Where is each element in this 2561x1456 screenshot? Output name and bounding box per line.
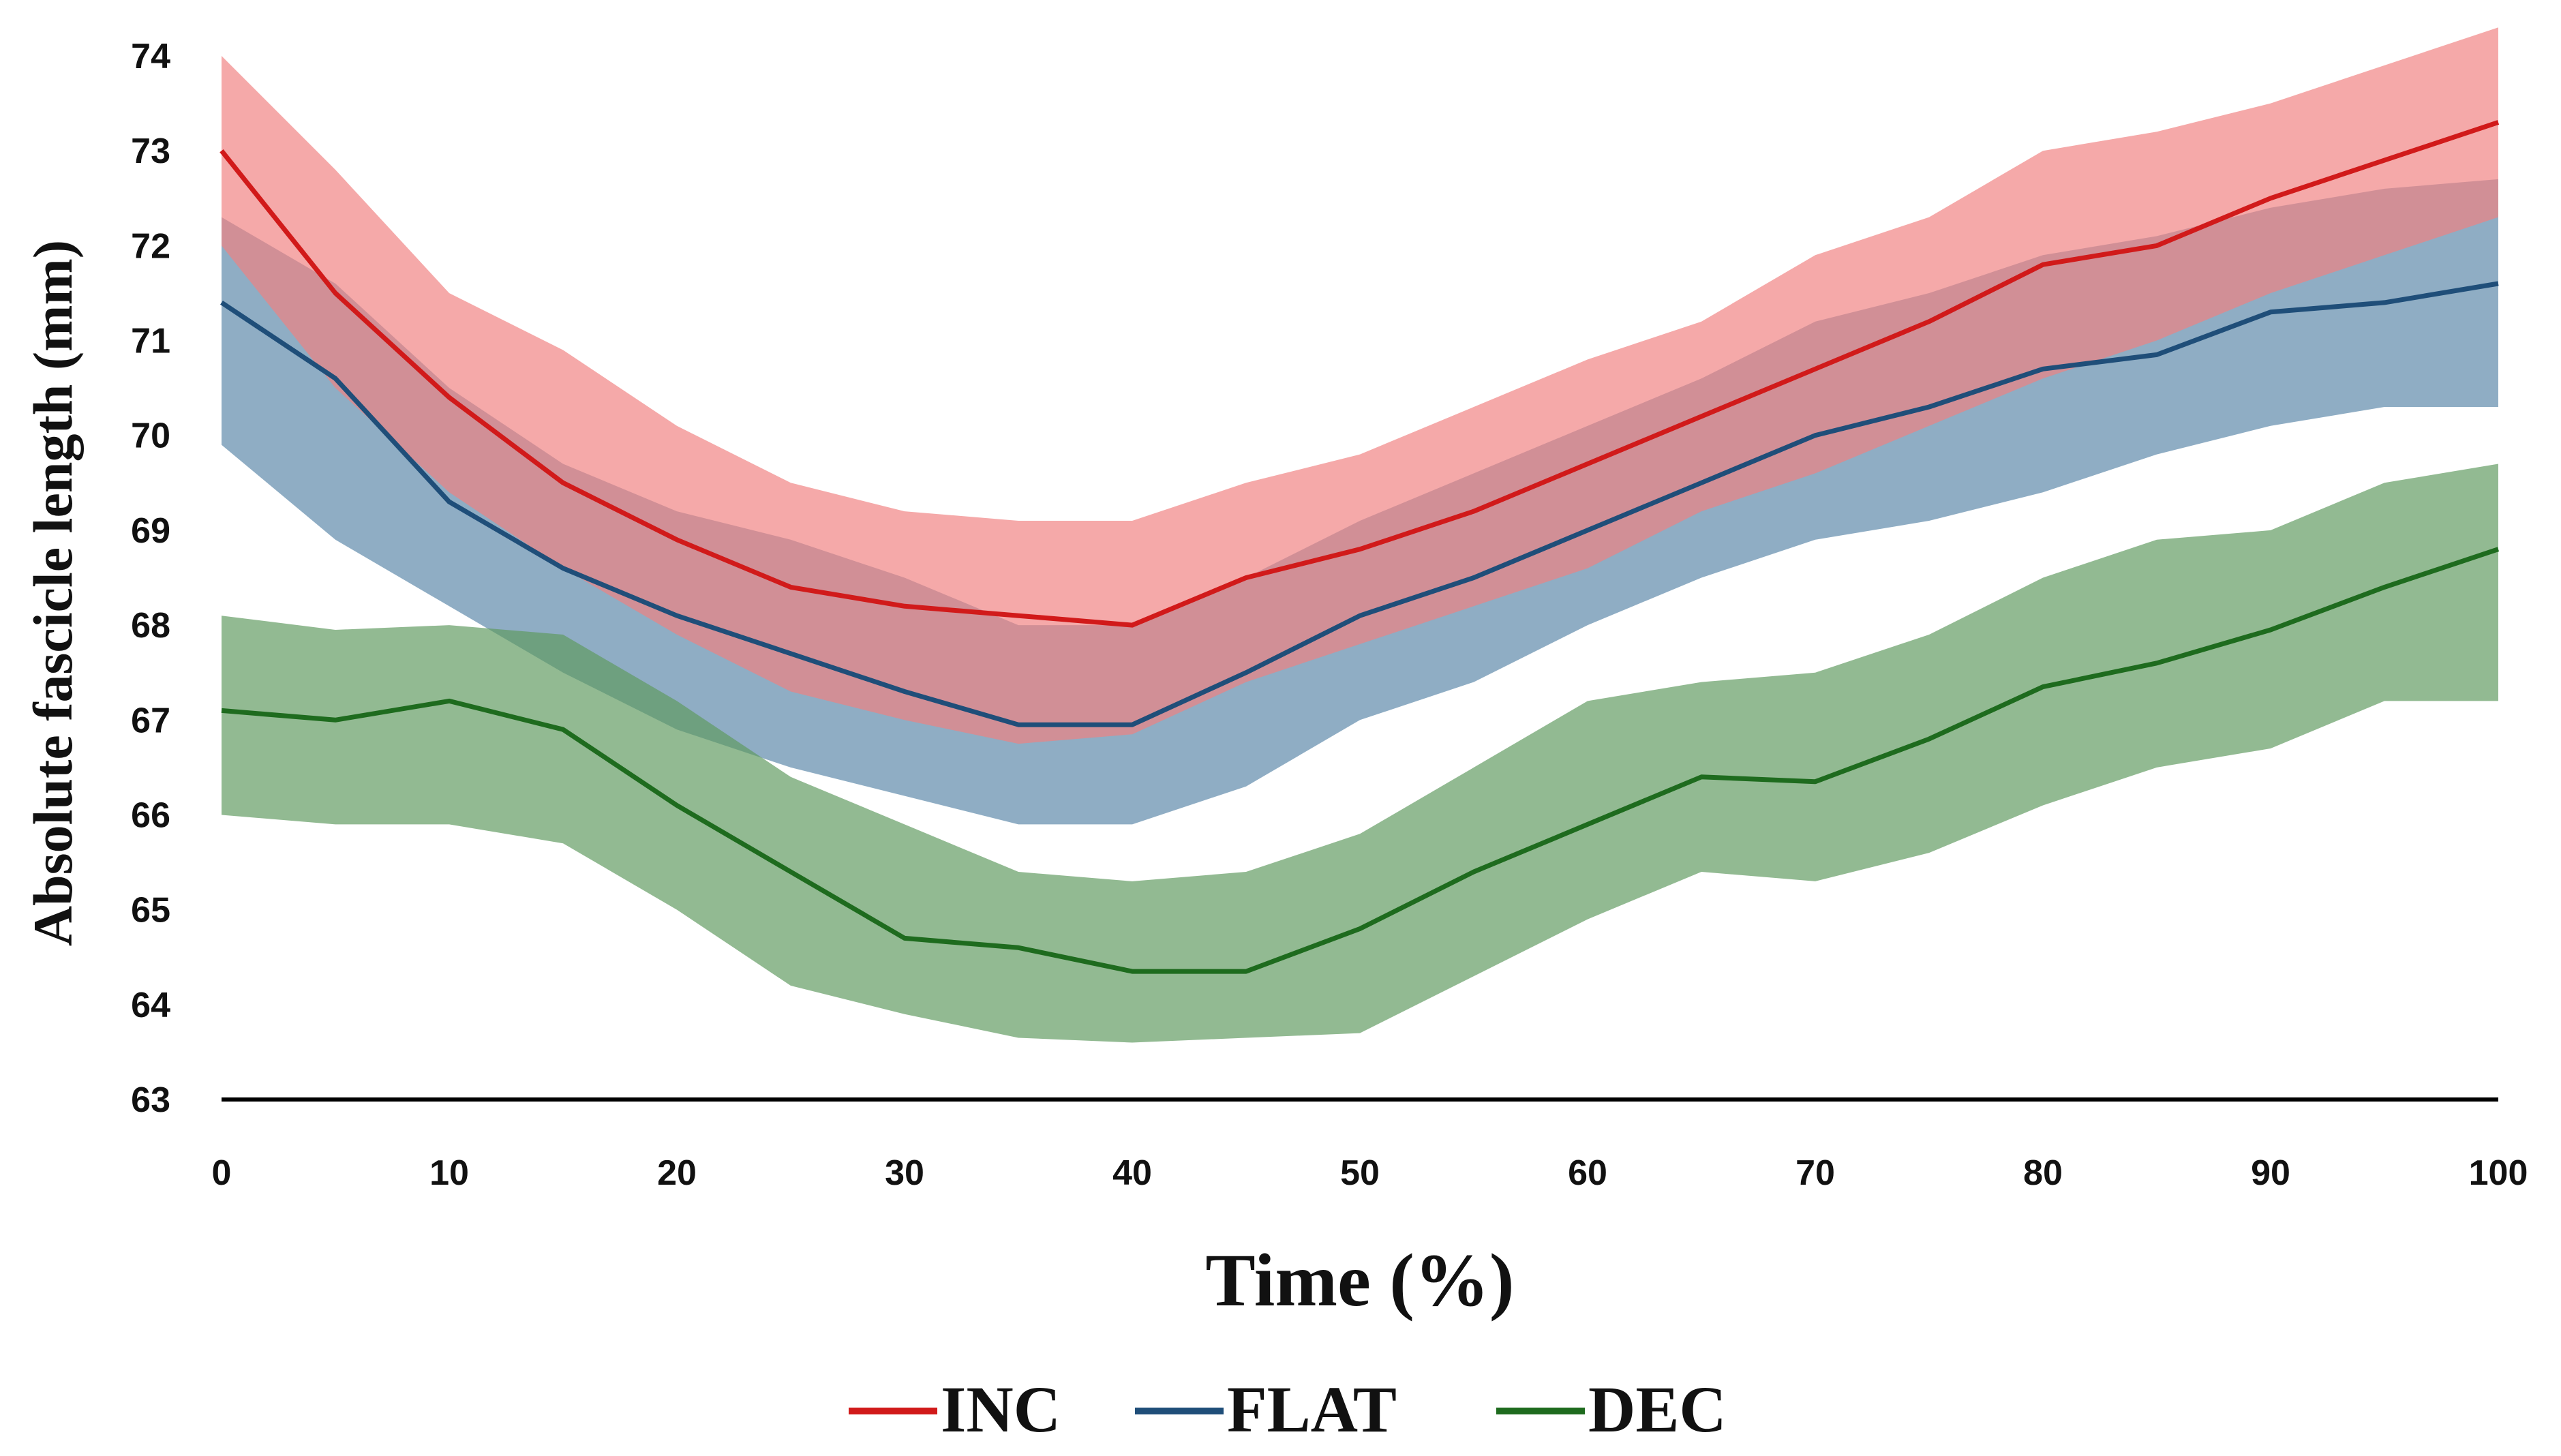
legend-item-flat: FLAT	[1135, 1373, 1397, 1446]
x-axis-tick-labels: 0 10 20 30 40 50 60 70 80 90 100	[212, 1153, 2528, 1193]
inc-line	[219, 120, 2500, 628]
y-tick-label: 65	[131, 891, 170, 930]
x-tick-label: 30	[885, 1153, 924, 1193]
x-tick-label: 70	[1795, 1153, 1835, 1193]
legend-label: INC	[941, 1373, 1061, 1446]
y-tick-label: 64	[131, 986, 170, 1025]
x-tick-label: 40	[1112, 1153, 1152, 1193]
x-tick-label: 80	[2023, 1153, 2063, 1193]
x-tick-label: 0	[212, 1153, 232, 1193]
legend-item-inc: INC	[849, 1373, 1061, 1446]
y-tick-label: 68	[131, 606, 170, 646]
dec-line	[221, 547, 2500, 974]
y-tick-label: 73	[131, 132, 170, 171]
x-axis-title: Time (%)	[1205, 1239, 1514, 1322]
x-tick-label: 100	[2469, 1153, 2528, 1193]
x-tick-label: 60	[1568, 1153, 1607, 1193]
y-tick-label: 70	[131, 416, 170, 456]
confidence-bands	[222, 27, 2498, 1043]
y-tick-label: 69	[131, 511, 170, 551]
legend-item-dec: DEC	[1496, 1373, 1727, 1446]
dec-band	[222, 464, 2498, 1043]
inc-band	[222, 27, 2498, 744]
y-tick-label: 72	[131, 226, 170, 266]
y-axis-title: Absolute fascicle length (mm)	[22, 240, 84, 946]
x-tick-label: 90	[2251, 1153, 2290, 1193]
y-tick-label: 66	[131, 796, 170, 836]
x-tick-label: 50	[1340, 1153, 1380, 1193]
y-axis-tick-labels: 63 64 65 66 67 68 69 70 71 72 73 74	[131, 37, 170, 1120]
y-tick-label: 67	[131, 701, 170, 740]
y-tick-label: 63	[131, 1080, 170, 1120]
x-tick-label: 20	[657, 1153, 697, 1193]
legend-label: DEC	[1588, 1373, 1727, 1446]
y-tick-label: 71	[131, 322, 170, 361]
legend: INC FLAT DEC	[849, 1373, 1727, 1446]
legend-label: FLAT	[1227, 1373, 1397, 1446]
y-tick-label: 74	[131, 37, 170, 76]
flat-line	[220, 281, 2499, 727]
mean-lines	[219, 120, 2500, 974]
x-tick-label: 10	[429, 1153, 469, 1193]
